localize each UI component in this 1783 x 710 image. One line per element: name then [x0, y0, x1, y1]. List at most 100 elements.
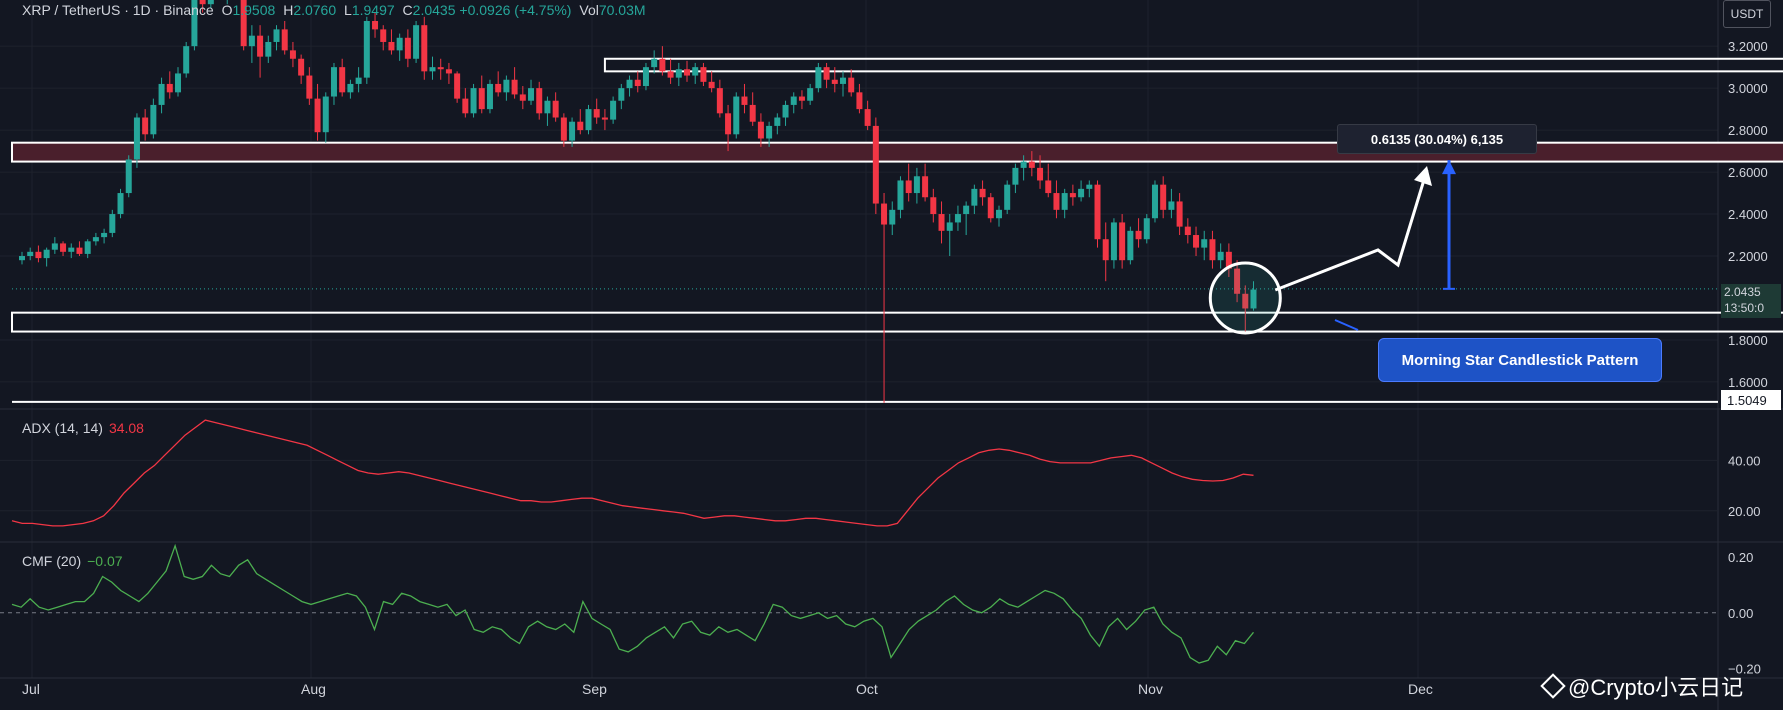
candle-body — [404, 37, 411, 59]
candle-body — [1143, 218, 1150, 240]
candle-body — [330, 67, 337, 97]
price-tick-label: 1.6000 — [1728, 375, 1768, 390]
candle-body — [125, 159, 132, 194]
candle-body — [741, 96, 748, 105]
candle-body — [626, 79, 633, 89]
horizontal-line-tag: 1.5049 — [1721, 390, 1781, 410]
candle-body — [248, 35, 255, 47]
candle-body — [347, 83, 354, 93]
cmf-value: −0.07 — [87, 553, 123, 569]
candle-body — [27, 251, 34, 257]
candle-body — [109, 214, 116, 233]
candle-body — [528, 88, 535, 101]
candle-body — [519, 94, 526, 101]
candle-countdown: 13:50:0 — [1724, 301, 1765, 315]
candle-body — [1168, 201, 1175, 210]
candle-body — [749, 104, 756, 122]
candle-body — [1110, 222, 1117, 261]
low-value: 1.9497 — [351, 2, 395, 18]
candle-body — [289, 50, 296, 59]
candle-body — [1094, 184, 1101, 240]
candle-body — [437, 67, 444, 70]
candle-body — [388, 41, 395, 51]
candle-body — [798, 96, 805, 101]
candle-body — [848, 77, 855, 93]
candle-body — [651, 58, 658, 68]
candle-body — [43, 249, 50, 259]
low-label: L — [344, 2, 352, 18]
candle-body — [864, 109, 871, 126]
candle-body — [240, 0, 247, 47]
adx-value: 34.08 — [108, 420, 144, 436]
candle-body — [355, 77, 362, 84]
open-label: O — [221, 2, 233, 18]
candle-body — [60, 243, 67, 252]
candle-body — [150, 104, 157, 135]
candle-body — [782, 104, 789, 118]
cmf-tick-label: 0.00 — [1728, 606, 1753, 621]
candle-body — [1086, 184, 1093, 189]
cmf-legend: CMF (20) −0.07 — [22, 553, 123, 569]
cmf-label: CMF (20) — [22, 553, 82, 569]
adx-tick-label: 40.00 — [1728, 453, 1761, 468]
watermark-text: @Crypto小云日记 — [1568, 675, 1744, 700]
candle-body — [199, 0, 206, 5]
candle-body — [1045, 180, 1052, 194]
candle-body — [872, 125, 879, 204]
candle-body — [610, 100, 617, 120]
price-range-measure-label: 0.6135 (30.04%) 6,135 — [1337, 124, 1537, 154]
currency-unit-button[interactable]: USDT — [1723, 0, 1771, 28]
change-value: +0.0926 (+4.75%) — [459, 2, 572, 18]
candle-body — [1250, 289, 1257, 309]
candle-body — [421, 25, 428, 72]
candle-body — [1151, 184, 1158, 219]
candle-body — [191, 0, 198, 47]
candle-body — [503, 79, 510, 93]
candle-body — [429, 67, 436, 72]
candle-body — [454, 73, 461, 99]
candle-body — [987, 197, 994, 219]
candle-body — [372, 20, 379, 30]
candle-body — [840, 77, 846, 84]
axes: 3.2000 3.0000 2.8000 2.6000 2.4000 2.2000 1.80… — [22, 39, 1768, 697]
candle-body — [445, 69, 452, 74]
candle-body — [757, 121, 764, 139]
last-price-value: 2.0435 — [1724, 285, 1761, 299]
candle-body — [692, 67, 699, 76]
candle-body — [413, 25, 420, 59]
candle-body — [618, 88, 625, 101]
candle-body — [930, 197, 937, 215]
candle-body — [257, 35, 264, 57]
price-tick-label: 3.0000 — [1728, 81, 1768, 96]
volume-value: 70.03M — [598, 2, 646, 18]
candle-body — [905, 180, 912, 194]
candle-body — [1234, 268, 1241, 294]
close-value: 2.0435 — [412, 2, 456, 18]
candle-body — [1053, 193, 1060, 210]
projection-arrowhead — [1414, 166, 1432, 186]
candle-body — [733, 96, 740, 135]
price-tick-label: 3.2000 — [1728, 39, 1768, 54]
candle-body — [585, 109, 592, 131]
candle-body — [1217, 251, 1224, 261]
candle-body — [593, 109, 600, 118]
pattern-highlight-circle — [1208, 261, 1282, 335]
watermark: @Crypto小云日记 — [1540, 670, 1744, 702]
callout-pointer — [1334, 319, 1359, 331]
candle-body — [1225, 251, 1232, 269]
time-tick-label: Aug — [301, 681, 326, 697]
candle-body — [396, 37, 403, 51]
candle-body — [101, 232, 108, 238]
candle-body — [560, 117, 567, 141]
cmf-line — [11, 543, 1255, 664]
candle-body — [716, 88, 723, 114]
adx-label: ADX (14, 14) — [22, 420, 103, 436]
time-tick-label: Dec — [1408, 681, 1433, 697]
candlestick-series — [19, 0, 1257, 403]
candle-body — [881, 203, 888, 225]
candle-body — [971, 188, 978, 206]
candle-body — [684, 69, 691, 76]
candle-body — [470, 88, 477, 114]
candle-body — [306, 75, 313, 99]
candle-body — [142, 117, 149, 135]
